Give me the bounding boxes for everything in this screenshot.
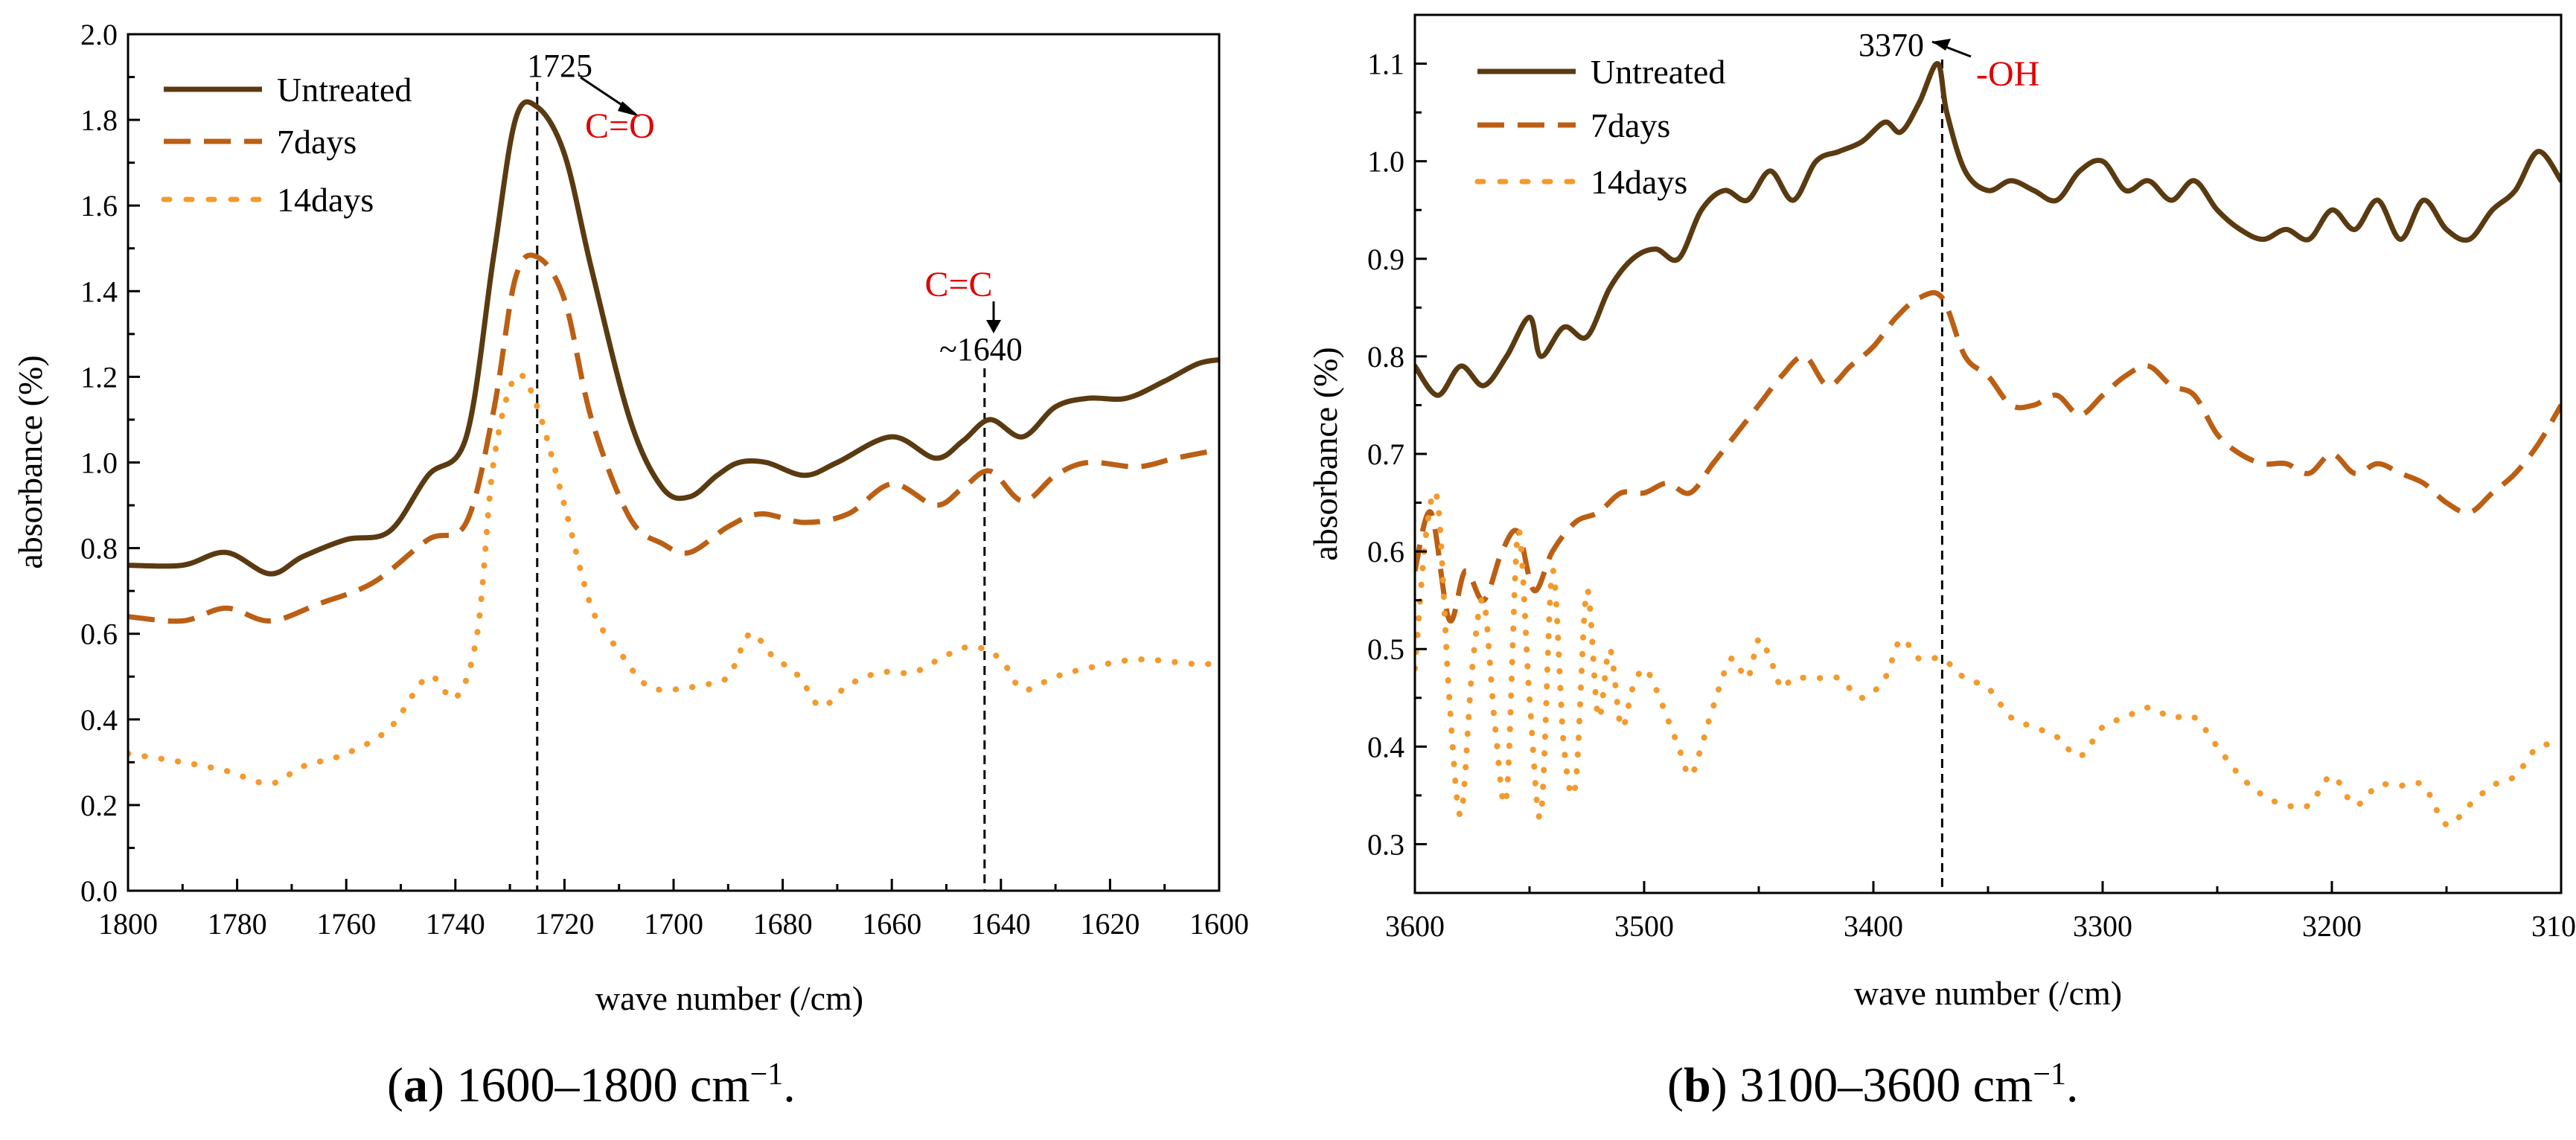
panel-a-series-7days — [128, 252, 1219, 624]
panel-b-y-tick-label: 0.9 — [1367, 243, 1404, 276]
panel-a-x-tick-label: 1740 — [426, 907, 485, 941]
panel-b-plot-area — [1415, 60, 2561, 893]
panel-a-y-tick-label: 1.6 — [80, 189, 118, 222]
caption-b: (b) 3100–3600 cm−1. — [1667, 1057, 2079, 1112]
panel-a-y-tick-label: 0.8 — [80, 532, 118, 566]
caption-a-letter: a — [403, 1058, 428, 1112]
panel-a-x-tick-label: 1800 — [98, 907, 158, 941]
panel-b-series-7days — [1415, 289, 2561, 624]
panel-b-series-14days — [1415, 488, 2561, 828]
caption-b-end: . — [2066, 1058, 2079, 1112]
panel-a-x-tick-label: 1640 — [971, 907, 1031, 941]
caption-a-text: 1600–1800 cm — [444, 1058, 750, 1112]
panel-a-y-tick-label: 1.2 — [80, 360, 118, 394]
annotation-3370-arrowhead — [1932, 39, 1951, 51]
panel-b-chart: 3600 3500 3400 3300 3200 3100 0.3 0.4 0.5 0.6 0.7 0… — [1306, 13, 2576, 1012]
caption-a: (a) 1600–1800 cm−1. — [387, 1057, 796, 1112]
panel-a-x-tick-label: 1620 — [1080, 907, 1140, 941]
panel-a-y-tick-label: 1.4 — [80, 275, 118, 308]
panel-a-y-tick-label: 0.4 — [80, 703, 118, 737]
legend-label-untreated: Untreated — [1591, 53, 1725, 91]
panel-a-y-tick-label: 0.6 — [80, 618, 118, 651]
panel-b-x-tick-label: 3100 — [2531, 909, 2576, 943]
panel-a-x-tick-label: 1780 — [208, 907, 267, 941]
annotation-1640-arrowhead — [986, 320, 1001, 333]
annotation-c-o-label: C=O — [585, 106, 655, 146]
caption-a-sup: −1 — [750, 1057, 784, 1092]
annotation-3370-number: 3370 — [1859, 27, 1924, 63]
panel-a-y-tick-label: 1.0 — [80, 446, 118, 480]
caption-b-sup: −1 — [2033, 1057, 2066, 1092]
panel-a-series-14days — [128, 371, 1219, 787]
panel-b-y-tick-label: 1.1 — [1367, 48, 1404, 81]
panel-a-y-tick-label: 0.2 — [80, 789, 118, 822]
panel-b-y-tick-label: 1.0 — [1367, 145, 1404, 179]
panel-b-y-tick-label: 0.3 — [1367, 827, 1404, 861]
panel-a-x-tick-label: 1680 — [753, 907, 813, 941]
legend-label-14days: 14days — [1591, 163, 1687, 201]
panel-b-y-tick-label: 0.7 — [1367, 438, 1404, 471]
panel-a-plot-area — [128, 82, 1219, 891]
legend-label-14days: 14days — [277, 181, 374, 219]
panel-a-ticks: 1800 1780 1760 1740 1720 1700 1680 1660 1640 1620… — [80, 18, 1249, 941]
caption-b-text: 3100–3600 cm — [1728, 1058, 2033, 1112]
panel-b-x-tick-label: 3400 — [1844, 909, 1903, 943]
panel-a-y-tick-label: 2.0 — [80, 18, 118, 51]
caption-a-end: . — [783, 1058, 796, 1112]
panel-a-y-tick-label: 0.0 — [80, 874, 118, 908]
panel-b-y-tick-label: 0.8 — [1367, 340, 1404, 374]
panel-a-x-tick-label: 1660 — [862, 907, 921, 941]
panel-a-x-tick-label: 1600 — [1189, 907, 1249, 941]
annotation-c-c-label: C=C — [924, 265, 992, 304]
panel-b-annotations: 3370 -OH — [1859, 27, 2039, 94]
panel-a-series-untreated — [128, 99, 1219, 577]
panel-a-y-axis-title: absorbance (%) — [11, 355, 49, 569]
legend-label-7days: 7days — [277, 123, 357, 161]
annotation-1640-number: ~1640 — [939, 331, 1023, 368]
panel-a-x-tick-label: 1700 — [644, 907, 703, 941]
panel-b-y-axis-title: absorbance (%) — [1306, 347, 1344, 560]
panel-b-y-tick-label: 0.5 — [1367, 633, 1404, 666]
panel-a-legend: Untreated 7days 14days — [161, 71, 412, 219]
annotation-oh-label: -OH — [1976, 54, 2039, 94]
panel-a-x-tick-label: 1720 — [534, 907, 594, 941]
panel-a-y-tick-label: 1.8 — [80, 103, 118, 137]
panel-b-y-tick-label: 0.4 — [1367, 730, 1404, 763]
panel-b-x-tick-label: 3200 — [2302, 909, 2362, 943]
panel-b-legend: Untreated 7days 14days — [1474, 53, 1725, 201]
legend-label-untreated: Untreated — [277, 71, 412, 109]
annotation-1725-arrowhead — [618, 101, 640, 117]
panel-a-annotations: 1725 C=O C=C ~1640 — [527, 48, 1023, 368]
panel-a-chart: 1800 1780 1760 1740 1720 1700 1680 1660 1640 1620… — [11, 18, 1249, 1017]
panel-a-x-tick-label: 1760 — [316, 907, 376, 941]
panel-b-x-axis-title: wave number (/cm) — [1854, 974, 2122, 1012]
panel-b-x-tick-label: 3500 — [1614, 909, 1674, 943]
panel-b-x-tick-label: 3600 — [1385, 909, 1445, 943]
panel-a-x-axis-title: wave number (/cm) — [595, 979, 863, 1017]
panel-b-y-tick-label: 0.6 — [1367, 535, 1404, 569]
panel-b-x-tick-label: 3300 — [2073, 909, 2132, 943]
caption-b-letter: b — [1684, 1058, 1711, 1112]
panel-b-series-untreated — [1415, 61, 2561, 398]
legend-label-7days: 7days — [1591, 106, 1670, 144]
panel-b-ticks: 3600 3500 3400 3300 3200 3100 0.3 0.4 0.5 0.6 0.7 0… — [1367, 48, 2576, 943]
annotation-1725-arrow — [580, 76, 626, 109]
